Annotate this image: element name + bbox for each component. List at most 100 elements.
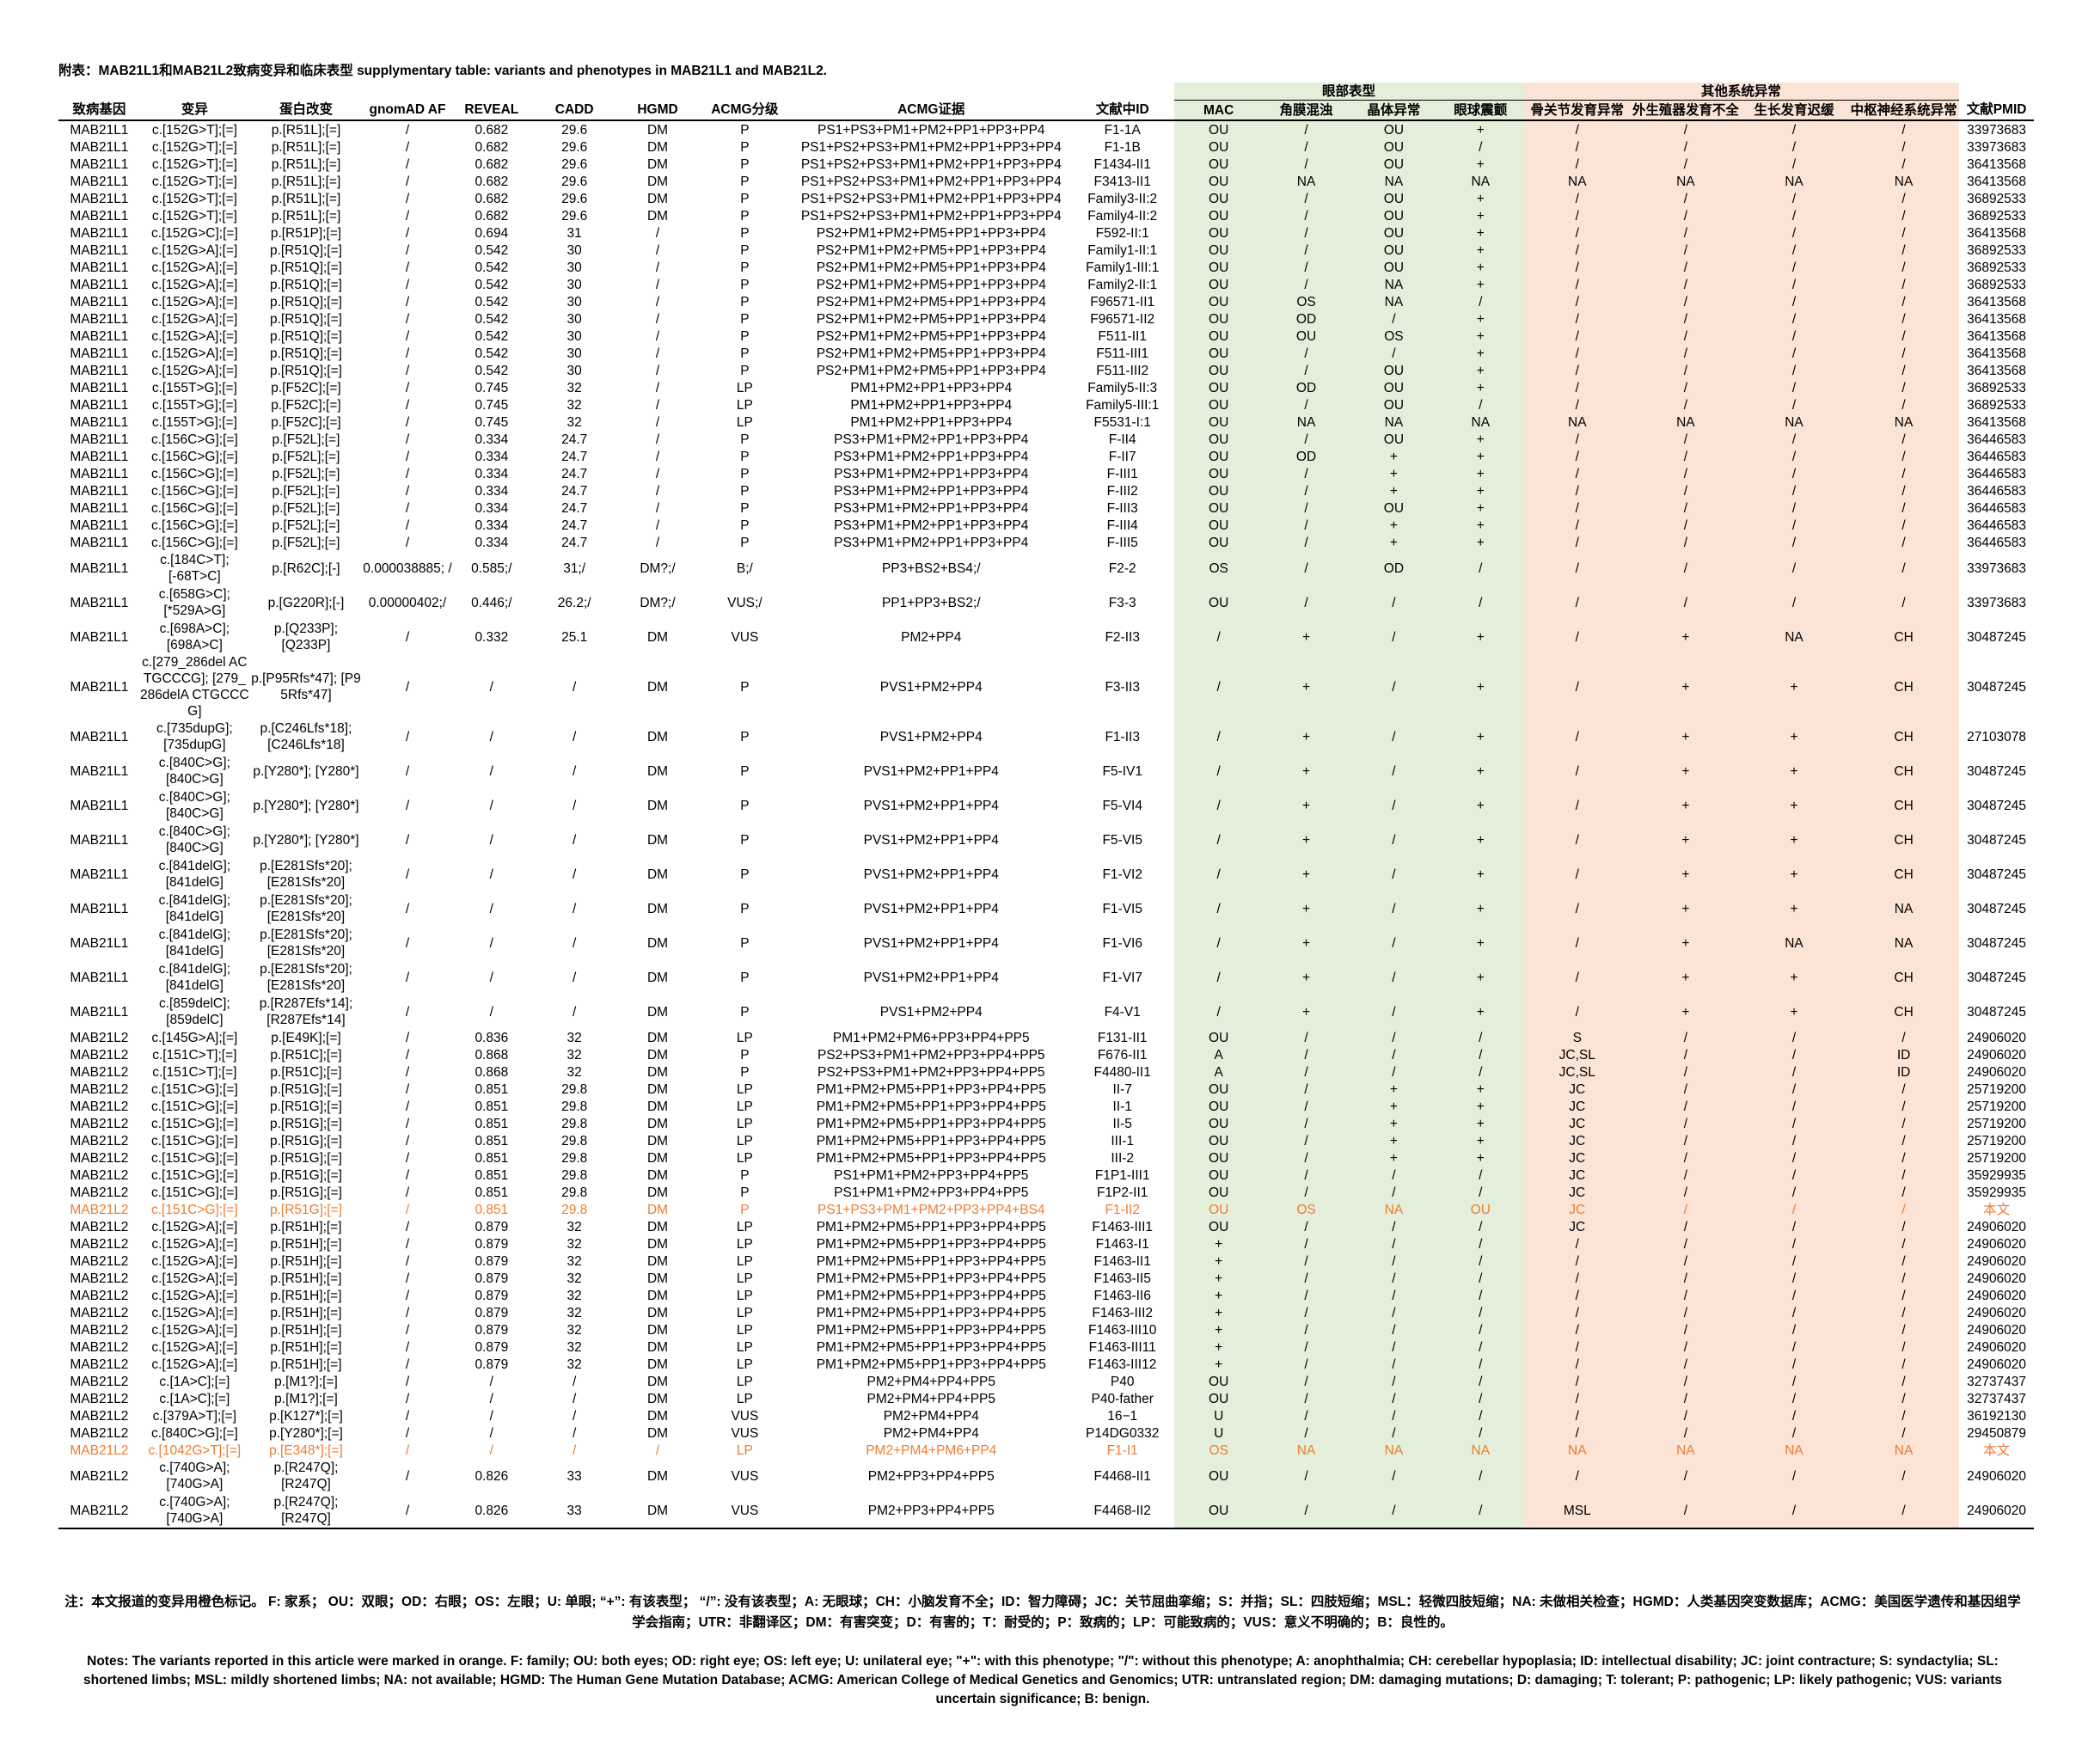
cell-growth-delay: / [1739,1235,1849,1253]
header-group-row: 眼部表型 其他系统异常 [58,83,2034,101]
cell-cadd: / [573,867,577,882]
cell-lens-abnormality: NA [1349,1201,1438,1218]
cell-reveal: / [489,1425,493,1441]
cell-acmg-evidence: PS2+PS3+PM1+PM2+PP3+PP4+PP5 [817,1064,1045,1080]
cell-growth-delay: / [1739,1115,1849,1132]
cell-nystagmus: / [1437,1493,1523,1529]
cell-cadd: 29.6 [561,122,588,138]
cell-hgmd: DM [646,629,669,645]
cell-hgmd: DM [646,122,669,138]
cell-corneal-opacity: / [1263,499,1350,517]
cell-acmg-class: VUS [731,629,759,645]
cell-skeletal: / [1522,120,1632,138]
cell-corneal-opacity: + [1263,720,1350,754]
cell-lens-abnormality: OU [1349,431,1438,448]
cell-nystagmus: + [1437,857,1523,891]
cell-growth-delay: / [1739,259,1849,276]
cell-acmg-evidence: PS2+PM1+PM2+PM5+PP1+PP3+PP4 [816,311,1046,327]
cell-protein: p.[R51G];[=] [269,1202,342,1217]
cell-mac: OU [1174,1218,1264,1235]
cell-corneal-opacity: OS [1263,1201,1350,1218]
cell-corneal-opacity: + [1263,891,1350,926]
cell-skeletal: JC [1522,1081,1632,1098]
cell-skeletal: / [1522,224,1632,242]
cell-acmg-evidence: PM1+PM2+PM5+PP1+PP3+PP4+PP5 [816,1081,1046,1097]
cell-lens-abnormality: NA [1349,413,1438,431]
cell-literature-id: F1463-III2 [1092,1305,1154,1320]
cell-literature-id: F-III3 [1106,500,1138,516]
cell-literature-id: F1463-II5 [1093,1271,1151,1286]
cell-acmg-evidence: PP1+PP3+BS2;/ [881,595,981,610]
cell-acmg-evidence: PM1+PM2+PM5+PP1+PP3+PP4+PP5 [816,1271,1046,1286]
cell-acmg-class: P [740,832,750,848]
cell-gene: MAB21L1 [70,260,129,275]
cell-gnomad: / [405,328,410,344]
cell-skeletal: / [1522,551,1632,585]
cell-lens-abnormality: / [1349,960,1438,995]
cell-corneal-opacity: / [1263,517,1350,534]
cell-gnomad: / [405,1202,410,1217]
cell-pmid: 24906020 [1967,1030,2027,1045]
cell-pmid: 30487245 [1967,679,2027,695]
cell-lens-abnormality: NA [1349,276,1438,293]
cell-gnomad: / [405,1442,410,1458]
cell-gnomad: / [405,1099,410,1114]
cell-cadd: 32 [566,1322,582,1338]
cell-acmg-class: LP [736,1099,753,1114]
cell-cns: / [1848,1081,1960,1098]
cell-gene: MAB21L1 [70,595,129,610]
cell-reveal: 0.682 [475,122,509,138]
cell-variant: c.[152G>A];[=] [151,1219,238,1234]
cell-literature-id: F4468-II2 [1070,1493,1175,1529]
cell-nystagmus: / [1437,1287,1523,1304]
cell-reveal: 0.334 [475,500,509,516]
cell-cadd: / [573,935,577,951]
cell-skeletal: / [1522,345,1632,362]
cell-lens-abnormality: / [1349,654,1438,720]
cell-lens-abnormality: / [1349,1493,1438,1529]
cell-lens-abnormality: / [1349,1253,1438,1270]
column-header-literature-id: 文献中ID [1070,100,1175,121]
cell-nystagmus: + [1437,823,1523,857]
cell-protein: p.[R51Q];[=] [269,311,342,327]
cell-gene: MAB21L2 [70,1305,129,1320]
cell-skeletal: JC [1522,1167,1632,1184]
cell-hgmd: DM [646,1030,669,1045]
cell-acmg-class: P [740,1202,750,1217]
cell-corneal-opacity: OD [1263,448,1350,465]
cell-nystagmus: / [1437,1390,1523,1407]
cell-corneal-opacity: / [1263,1373,1350,1390]
cell-corneal-opacity: / [1263,1407,1350,1424]
cell-gnomad: / [405,1167,410,1183]
cell-cadd: 32 [566,1271,582,1286]
cell-growth-delay: / [1739,190,1849,207]
cell-hgmd: DM [646,1004,669,1020]
cell-protein: p.[R51H];[=] [270,1271,342,1286]
cell-growth-delay: / [1739,276,1849,293]
cell-nystagmus: / [1437,1046,1523,1063]
group-eye-phenotype: 眼部表型 [1174,83,1523,101]
cell-nystagmus: + [1437,276,1523,293]
cell-gnomad: / [405,1150,410,1166]
cell-cadd: 32 [566,1339,582,1355]
cell-nystagmus: + [1437,190,1523,207]
cell-skeletal: / [1522,1235,1632,1253]
cell-growth-delay: + [1739,960,1849,995]
cell-cns: / [1848,396,1960,413]
cell-acmg-evidence: PS1+PS2+PS3+PM1+PM2+PP1+PP3+PP4 [800,174,1062,189]
cell-hgmd: DM [646,139,669,155]
cell-protein: p.[E348*];[=] [269,1442,343,1458]
table-row: MAB21L2 c.[152G>A];[=] p.[R51H];[=] / 0.879 3… [58,1338,2034,1356]
cell-protein: p.[R51Q];[=] [269,363,342,378]
cell-acmg-evidence: PS2+PM1+PM2+PM5+PP1+PP3+PP4 [816,260,1046,275]
cell-nystagmus: + [1437,926,1523,960]
cell-acmg-evidence: PM2+PM4+PP4+PP5 [866,1374,996,1389]
cell-protein: p.[R51Q];[=] [269,260,342,275]
cell-cns: / [1848,156,1960,173]
cell-cns: / [1848,1235,1960,1253]
cell-literature-id: F1-VI7 [1102,970,1142,985]
cell-gene: MAB21L2 [70,1030,129,1045]
cell-cns: / [1848,1201,1960,1218]
cell-pmid: 24906020 [1967,1219,2027,1234]
cell-cns: / [1848,551,1960,585]
